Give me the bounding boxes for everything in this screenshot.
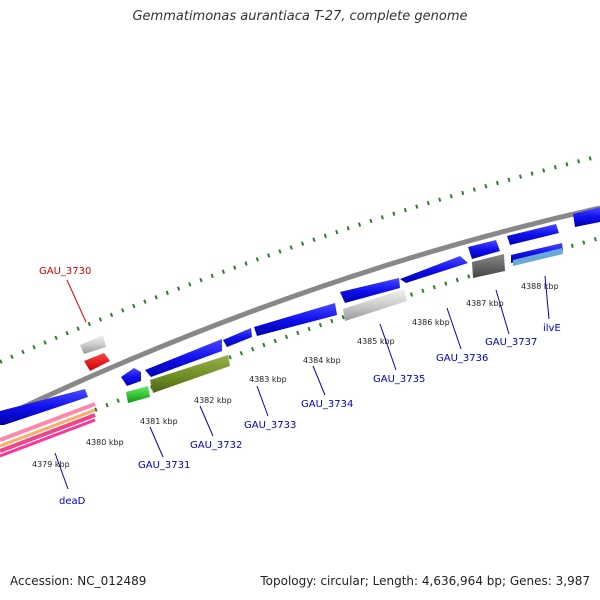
gene-GAU_3730-red xyxy=(84,353,110,371)
leader-lines xyxy=(54,275,550,490)
scale-label: 4379 kbp xyxy=(32,460,70,469)
scale-label: 4380 kbp xyxy=(86,438,124,447)
accession-label: Accession: NC_012489 xyxy=(10,574,147,588)
genome-title: Gemmatimonas aurantiaca T-27, complete g… xyxy=(132,9,468,24)
forward-strand-genes xyxy=(0,207,600,425)
gene-GAU_3732-olive xyxy=(150,355,230,393)
gene-GAU_3735-gray xyxy=(343,289,407,321)
left-feature-band xyxy=(0,402,96,458)
gene-labels: GAU_3730 deaD GAU_3731 GAU_3732 GAU_3733… xyxy=(39,266,561,507)
gene-label-GAU_3737: GAU_3737 xyxy=(485,337,537,348)
gene-deaD xyxy=(0,389,88,425)
gene-label-GAU_3736: GAU_3736 xyxy=(436,353,488,364)
scale-label: 4388 kbp xyxy=(521,282,559,291)
gene-GAU_3730-upper xyxy=(80,335,106,354)
gene-ilvE xyxy=(507,224,559,245)
gene-GAU_3734 xyxy=(254,303,337,336)
gene-label-ilvE: ilvE xyxy=(543,323,561,334)
gene-label-GAU_3732: GAU_3732 xyxy=(190,440,242,451)
gene-GAU_3732 xyxy=(145,339,222,377)
other-strand-genes xyxy=(80,248,563,403)
gene-GAU_3737 xyxy=(468,240,500,259)
gene-label-GAU_3734: GAU_3734 xyxy=(301,399,353,410)
scale-label: 4381 kbp xyxy=(140,417,178,426)
gene-GAU_3731 xyxy=(121,368,141,386)
scale-label: 4386 kbp xyxy=(412,318,450,327)
scale-label: 4383 kbp xyxy=(249,375,287,384)
outer-tick-ring xyxy=(0,154,600,364)
gene-label-GAU_3731: GAU_3731 xyxy=(138,460,190,471)
scale-label: 4382 kbp xyxy=(194,396,232,405)
gene-GAU_3735 xyxy=(340,278,400,303)
scale-labels: 4379 kbp 4380 kbp 4381 kbp 4382 kbp 4383… xyxy=(32,282,559,469)
gene-label-GAU_3730: GAU_3730 xyxy=(39,266,91,277)
gene-GAU_3737-dark xyxy=(472,254,505,278)
gene-label-GAU_3735: GAU_3735 xyxy=(373,374,425,385)
gene-GAU_3733 xyxy=(223,328,252,347)
gene-right-edge xyxy=(573,207,600,227)
scale-label: 4384 kbp xyxy=(303,356,341,365)
scale-label: 4385 kbp xyxy=(357,337,395,346)
scale-label: 4387 kbp xyxy=(466,299,504,308)
gene-label-deaD: deaD xyxy=(59,496,86,507)
gene-GAU_3731-green xyxy=(126,386,150,403)
gene-ilvE-light xyxy=(513,248,563,266)
genome-backbone xyxy=(0,205,600,421)
gene-GAU_3736 xyxy=(400,256,468,283)
gene-label-GAU_3733: GAU_3733 xyxy=(244,420,296,431)
genome-stats-label: Topology: circular; Length: 4,636,964 bp… xyxy=(260,574,590,588)
